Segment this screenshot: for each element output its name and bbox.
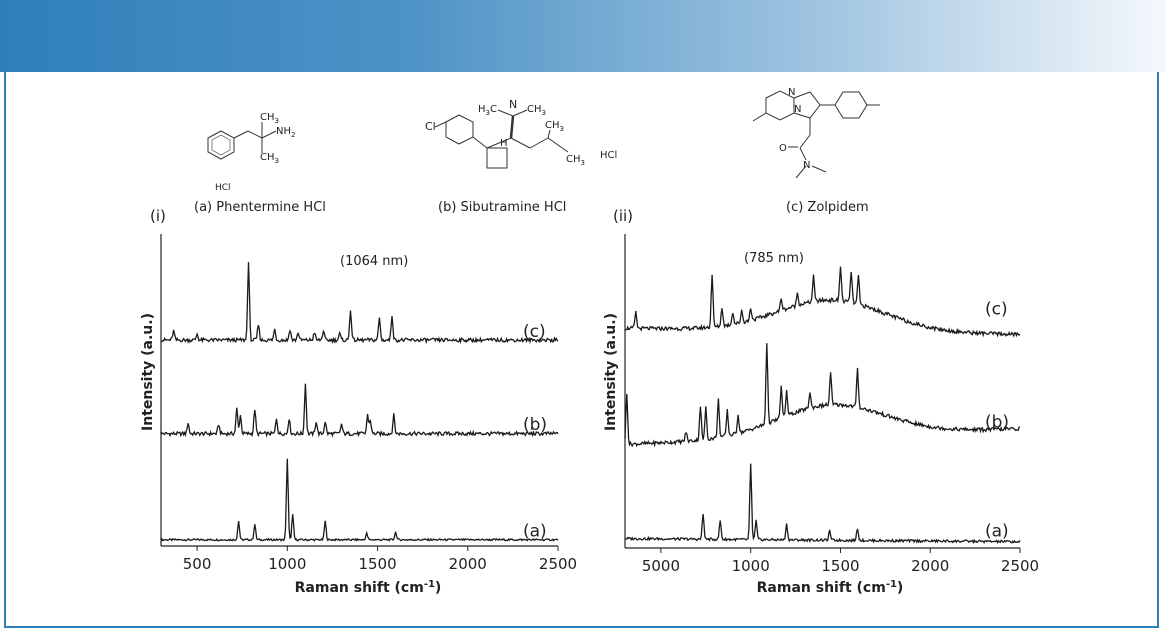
series-label-ii-b: (b)	[985, 412, 1009, 432]
sibutramine-methyl-left: H3C	[478, 104, 497, 117]
structure-sibutramine	[434, 109, 569, 169]
x-ticks-i: 500 1000 1500 2000 2500	[183, 546, 577, 573]
panel-label-i: (i)	[150, 207, 166, 225]
x-tick-label-ii-1500: 1500	[821, 557, 859, 575]
header-banner	[0, 0, 1166, 72]
phentermine-methyl-2: CH3	[260, 152, 279, 165]
chart-panel-785nm: (ii) (785 nm) Intensity (a.u.) Raman shi…	[603, 207, 1039, 596]
series-label-i-b: (b)	[523, 415, 547, 435]
spectrum-ii-c	[624, 266, 1021, 338]
zolpidem-bond-amide	[799, 147, 807, 161]
x-tick-label-ii-500: 5000	[642, 557, 680, 575]
zolpidem-bond-nme-2	[811, 165, 827, 173]
x-tick-label-i-1500: 1500	[358, 555, 396, 573]
sibutramine-bond-6	[529, 137, 549, 149]
sibutramine-cyclobutane	[486, 147, 508, 169]
x-tick-label-i-500: 500	[183, 555, 212, 573]
y-axis-title-ii: Intensity (a.u.)	[603, 313, 619, 431]
phentermine-benzene-ring	[207, 130, 235, 160]
sibutramine-bond-8	[547, 137, 569, 153]
phentermine-amine: NH2	[276, 126, 295, 139]
x-axis-title-ii: Raman shift (cm-1)	[757, 579, 904, 596]
spectrum-i-c	[160, 262, 559, 345]
zolpidem-nitrogen-2: N	[794, 104, 801, 115]
zolpidem-oxygen: O	[779, 143, 787, 154]
sibutramine-methyl-3: CH3	[545, 120, 564, 133]
sibutramine-caption: (b) Sibutramine HCl	[438, 200, 566, 215]
x-tick-label-ii-1000: 1000	[732, 557, 770, 575]
spectrum-ii-a	[624, 463, 1021, 545]
structure-phentermine	[207, 122, 277, 160]
y-axis-title-i: Intensity (a.u.)	[140, 313, 156, 431]
sibutramine-wedge	[509, 115, 515, 139]
panel-label-ii: (ii)	[613, 207, 633, 225]
zolpidem-imidazole-ring	[793, 91, 821, 119]
zolpidem-bond-carbonyl	[799, 134, 811, 149]
annotation-1064nm: (1064 nm)	[340, 254, 408, 269]
x-tick-label-ii-2000: 2000	[911, 557, 949, 575]
zolpidem-nitrogen-1: N	[788, 87, 795, 98]
traces-i: (a) (b) (c)	[160, 262, 559, 542]
sibutramine-nitrogen: N	[509, 98, 517, 111]
x-tick-label-ii-2500: 2500	[1001, 557, 1039, 575]
sibutramine-hydrogen: H	[500, 138, 508, 149]
chart-panel-1064nm: (i) (1064 nm) Intensity (a.u.) Raman shi…	[140, 207, 577, 596]
sibutramine-bond-7	[547, 129, 551, 139]
zolpidem-tolyl-ring	[834, 91, 868, 119]
zolpidem-caption: (c) Zolpidem	[786, 200, 869, 215]
series-label-i-c: (c)	[523, 322, 546, 342]
spectrum-ii-b	[624, 343, 1021, 448]
spectrum-i-a	[160, 458, 559, 542]
phentermine-benzene-inner	[211, 134, 231, 156]
zolpidem-bond-nme-1	[795, 165, 807, 179]
series-label-ii-a: (a)	[985, 521, 1009, 541]
series-label-i-a: (a)	[523, 521, 547, 541]
phentermine-bond-1	[233, 130, 249, 139]
structure-zolpidem	[752, 90, 880, 179]
sibutramine-bond-cl	[434, 121, 447, 128]
sibutramine-bond-3	[497, 109, 514, 117]
series-label-ii-c: (c)	[985, 299, 1008, 319]
x-axis-title-i: Raman shift (cm-1)	[295, 579, 442, 596]
sibutramine-chlorine: Cl	[425, 120, 436, 133]
phentermine-methyl-1: CH3	[260, 112, 279, 125]
figure-frame	[4, 72, 1159, 628]
x-tick-label-i-1000: 1000	[268, 555, 306, 573]
sibutramine-bond-1	[472, 136, 488, 149]
sibutramine-methyl-4: CH3	[566, 154, 585, 167]
zolpidem-bond-methyl-left	[752, 112, 767, 122]
phentermine-bond-5	[261, 130, 277, 139]
phentermine-bond-2	[247, 130, 263, 139]
annotation-785nm: (785 nm)	[744, 251, 804, 266]
x-tick-label-i-2500: 2500	[539, 555, 577, 573]
phentermine-caption: (a) Phentermine HCl	[194, 200, 326, 215]
spectrum-i-b	[160, 383, 559, 438]
x-ticks-ii: 5000 1000 1500 2000 2500	[642, 548, 1039, 575]
x-tick-label-i-2000: 2000	[449, 555, 487, 573]
zolpidem-nitrogen-3: N	[803, 160, 810, 171]
sibutramine-methyl-right: CH3	[527, 104, 546, 117]
phentermine-salt: HCl	[215, 183, 231, 193]
sibutramine-benzene-ring	[445, 114, 474, 145]
sibutramine-bond-2	[486, 137, 512, 149]
sibutramine-bond-5	[510, 137, 531, 149]
traces-ii: (a) (b) (c)	[624, 266, 1021, 545]
sibutramine-bond-4	[512, 109, 528, 117]
sibutramine-salt: HCl	[600, 150, 617, 161]
